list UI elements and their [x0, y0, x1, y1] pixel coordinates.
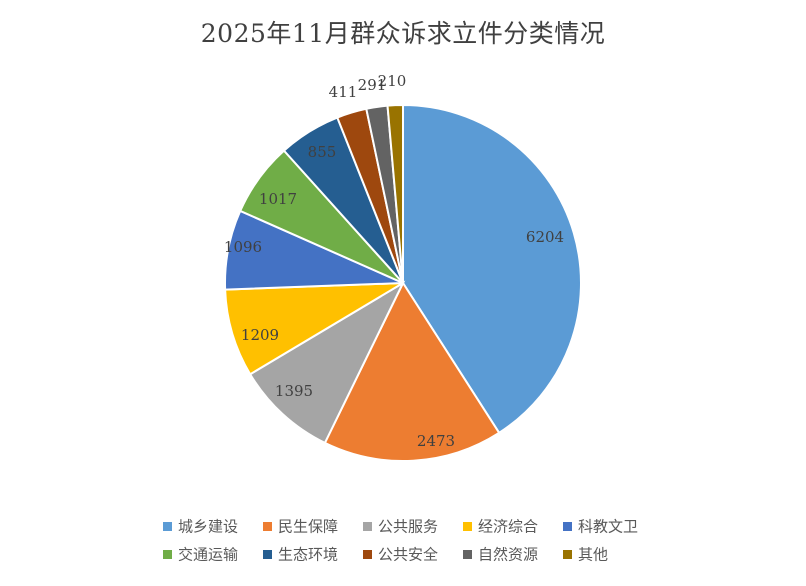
data-label-3: 1395 [275, 382, 313, 400]
pie-slice-3 [248, 280, 406, 445]
data-label-2: 2473 [417, 432, 455, 450]
legend-label-3: 公共服务 [378, 518, 438, 536]
legend-label-9: 自然资源 [478, 546, 538, 564]
data-label-4: 1209 [241, 326, 279, 344]
data-label-1: 6204 [526, 228, 564, 246]
legend-label-6: 交通运输 [178, 546, 238, 564]
legend-swatch-1 [163, 522, 172, 531]
data-label-10: 210 [378, 72, 407, 90]
data-label-6: 1017 [259, 190, 297, 208]
legend-item-7: 生态环境 [263, 546, 338, 564]
legend-item-1: 城乡建设 [163, 518, 238, 536]
legend-item-8: 公共安全 [363, 546, 438, 564]
legend-label-10: 其他 [578, 546, 608, 564]
legend-swatch-10 [563, 550, 572, 559]
pie-slices [224, 103, 582, 462]
legend-swatch-9 [463, 550, 472, 559]
legend-swatch-6 [163, 550, 172, 559]
data-label-8: 411 [329, 83, 358, 101]
legend-swatch-8 [363, 550, 372, 559]
legend-item-4: 经济综合 [463, 518, 538, 536]
legend-label-7: 生态环境 [278, 546, 338, 564]
legend-label-5: 科教文卫 [578, 518, 638, 536]
legend-swatch-2 [263, 522, 272, 531]
legend-item-2: 民生保障 [263, 518, 338, 536]
legend-item-9: 自然资源 [463, 546, 538, 564]
data-label-7: 855 [308, 143, 337, 161]
legend-swatch-4 [463, 522, 472, 531]
legend-label-8: 公共安全 [378, 546, 438, 564]
chart-title: 2025年11月群众诉求立件分类情况 [200, 19, 606, 48]
legend-label-1: 城乡建设 [178, 518, 238, 536]
data-label-9: 291 [358, 76, 387, 94]
legend-swatch-7 [263, 550, 272, 559]
legend-item-10: 其他 [563, 546, 608, 564]
pie-slice-4 [224, 282, 404, 376]
legend-item-5: 科教文卫 [563, 518, 638, 536]
legend-swatch-5 [563, 522, 572, 531]
pie-slice-2 [323, 280, 501, 462]
data-label-5: 1096 [224, 238, 262, 256]
legend-swatch-3 [363, 522, 372, 531]
legend-label-4: 经济综合 [478, 518, 538, 536]
legend-label-2: 民生保障 [278, 518, 338, 536]
legend-item-3: 公共服务 [363, 518, 438, 536]
pie-slice-10 [386, 103, 404, 284]
legend-item-6: 交通运输 [163, 546, 238, 564]
